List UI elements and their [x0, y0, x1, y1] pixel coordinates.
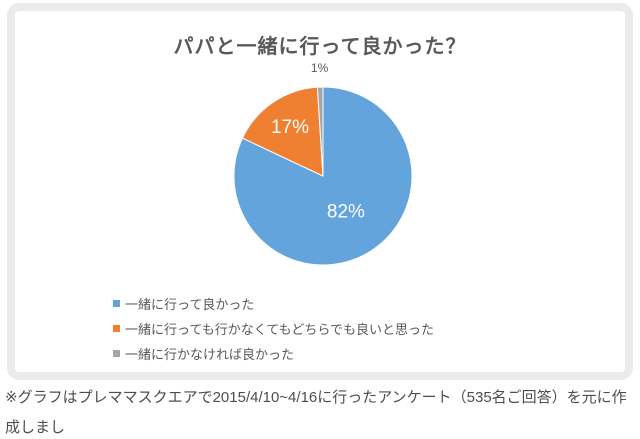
source-note: ※グラフはプレママスクエアで2015/4/10~4/16に行ったアンケート（53… [5, 383, 637, 439]
legend-label-gray: 一緒に行かなければ良かった [125, 347, 295, 362]
legend: 一緒に行って良かった 一緒に行っても行かなくてもどちらでも良いと思った 一緒に行… [113, 291, 434, 366]
legend-label-blue: 一緒に行って良かった [125, 297, 255, 312]
legend-marker-gray-icon [113, 350, 120, 357]
legend-item-gray: 一緒に行かなければ良かった [113, 341, 434, 366]
legend-item-orange: 一緒に行っても行かなくてもどちらでも良いと思った [113, 316, 434, 341]
legend-marker-blue-icon [113, 300, 120, 307]
legend-marker-orange-icon [113, 325, 120, 332]
legend-item-blue: 一緒に行って良かった [113, 291, 434, 316]
chart-title: パパと一緒に行って良かった？ [173, 36, 467, 58]
legend-label-orange: 一緒に行っても行かなくてもどちらでも良いと思った [125, 322, 435, 337]
source-note-line1: ※グラフはプレママスクエアで2015/4/10~4/16に行ったアンケート（53… [5, 389, 627, 436]
